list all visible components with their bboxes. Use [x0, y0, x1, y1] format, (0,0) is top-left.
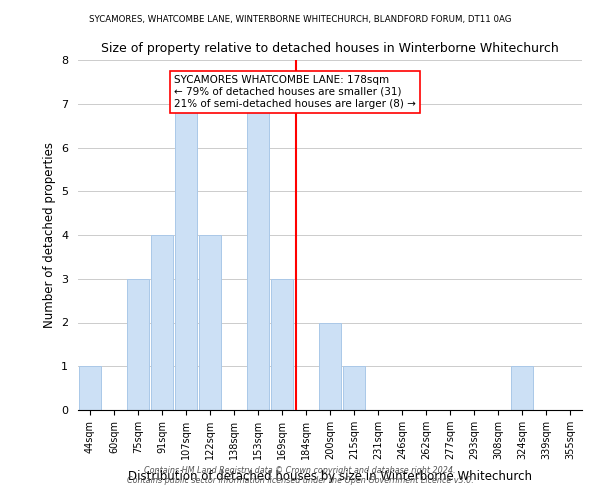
Text: SYCAMORES, WHATCOMBE LANE, WINTERBORNE WHITECHURCH, BLANDFORD FORUM, DT11 0AG: SYCAMORES, WHATCOMBE LANE, WINTERBORNE W… [89, 15, 511, 24]
Text: SYCAMORES WHATCOMBE LANE: 178sqm
← 79% of detached houses are smaller (31)
21% o: SYCAMORES WHATCOMBE LANE: 178sqm ← 79% o… [174, 76, 416, 108]
X-axis label: Distribution of detached houses by size in Winterborne Whitechurch: Distribution of detached houses by size … [128, 470, 532, 484]
Bar [247, 104, 269, 410]
Bar [127, 279, 149, 410]
Bar [199, 235, 221, 410]
Bar [151, 235, 173, 410]
Text: Contains HM Land Registry data © Crown copyright and database right 2024.
Contai: Contains HM Land Registry data © Crown c… [127, 466, 473, 485]
Bar [79, 366, 101, 410]
Title: Size of property relative to detached houses in Winterborne Whitechurch: Size of property relative to detached ho… [101, 42, 559, 54]
Bar [175, 104, 197, 410]
Y-axis label: Number of detached properties: Number of detached properties [43, 142, 56, 328]
Bar [271, 279, 293, 410]
Bar [343, 366, 365, 410]
Bar [511, 366, 533, 410]
Bar [319, 322, 341, 410]
